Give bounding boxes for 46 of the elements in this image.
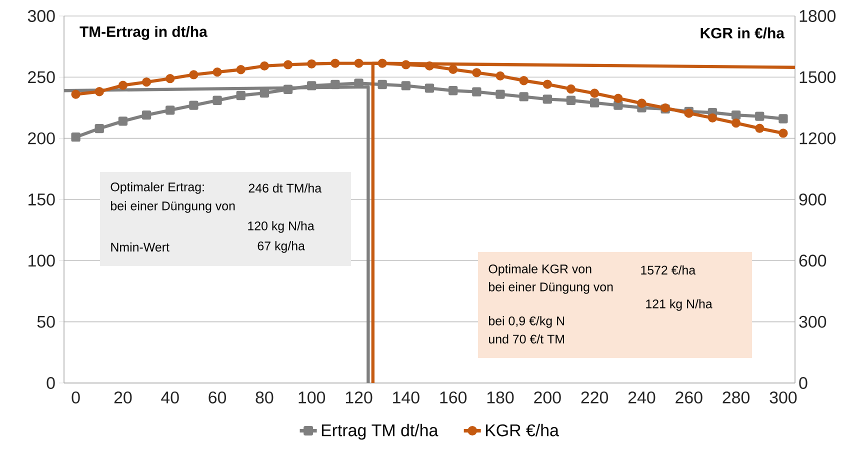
y-tick-label: 200: [28, 132, 55, 144]
y-tick-label: 50: [37, 316, 55, 328]
y2-tick-label: 0: [799, 376, 808, 389]
x-tick-label: 120: [346, 391, 372, 404]
x-tick-label: 280: [722, 391, 750, 404]
annotation: 1572 €/ha: [641, 265, 696, 275]
annotation: 120 kg N/ha: [248, 221, 314, 233]
annotation: bei 0,9 €/kg N: [489, 316, 564, 328]
annotation: Optimaler Ertrag:: [110, 182, 204, 194]
y-axis-title: TM-Ertrag in dt/ha: [80, 26, 208, 40]
y2-tick-label: 900: [799, 193, 826, 206]
x-tick-label: 140: [393, 391, 420, 404]
y-tick-label: 100: [28, 254, 55, 267]
annotation: Optimale KGR von: [488, 264, 592, 276]
annotation: und 70 €/t TM: [489, 334, 564, 344]
x-tick-label: 40: [161, 391, 179, 404]
x-tick-label: 180: [487, 391, 514, 404]
y2-tick-label: 600: [799, 254, 826, 267]
x-tick-label: 20: [114, 391, 132, 404]
y-tick-label: 0: [46, 376, 55, 389]
x-tick-label: 160: [440, 391, 467, 404]
y2-tick-label: 300: [799, 316, 826, 328]
legend-label: Ertrag TM dt/ha: [322, 424, 438, 440]
x-tick-label: 80: [256, 391, 274, 404]
annotation: Nmin-Wert: [111, 242, 170, 252]
y-tick-label: 150: [28, 193, 55, 206]
x-tick-label: 100: [298, 391, 326, 404]
x-tick-label: 260: [676, 391, 702, 404]
y2-tick-label: 1800: [800, 10, 836, 22]
annotation: 121 kg N/ha: [646, 299, 712, 311]
x-tick-label: 220: [581, 391, 608, 404]
annotation: bei einer Düngung von: [489, 282, 613, 294]
y2-tick-label: 1200: [800, 132, 836, 144]
annotation: 67 kg/ha: [258, 241, 305, 253]
y2-tick-label: 1500: [800, 71, 836, 84]
x-tick-label: 300: [770, 391, 797, 404]
y-tick-label: 300: [28, 10, 55, 22]
annotation: bei einer Düngung von: [111, 201, 235, 213]
x-tick-label: 200: [534, 391, 561, 404]
y2-axis-title: KGR in €/ha: [700, 27, 785, 39]
annotation: 246 dt TM/ha: [248, 183, 322, 193]
x-tick-label: 0: [72, 391, 80, 404]
x-tick-label: 60: [208, 391, 226, 404]
x-tick-label: 240: [628, 391, 656, 404]
legend-label: KGR €/ha: [486, 424, 559, 436]
y-tick-label: 250: [28, 71, 55, 84]
